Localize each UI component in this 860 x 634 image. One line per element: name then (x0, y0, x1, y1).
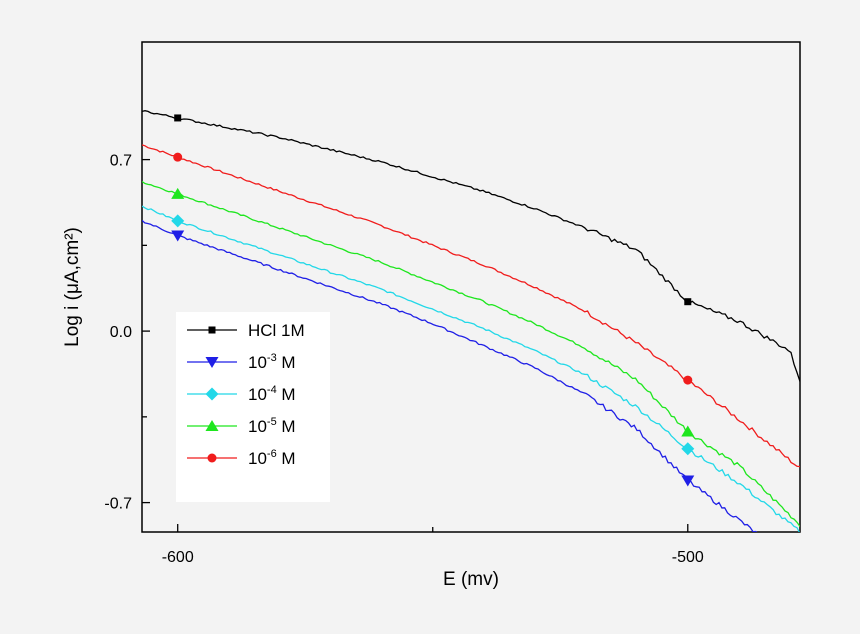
legend-unit: M (277, 449, 296, 468)
legend-unit: M (277, 417, 296, 436)
x-axis: -600 -500 (162, 524, 704, 566)
y-axis-title: Log i (μA,cm²) (62, 227, 83, 347)
series-marker (171, 214, 185, 228)
legend-marker (207, 453, 217, 463)
legend-exponent: -5 (267, 416, 277, 428)
series-line (142, 219, 758, 532)
legend-exponent: -3 (267, 352, 277, 364)
y-tick-label: -0.7 (104, 496, 132, 513)
x-tick-label: -600 (162, 549, 194, 566)
legend-label: 10-4 M (248, 384, 296, 404)
legend-box (176, 312, 330, 502)
series-marker (681, 442, 695, 456)
series-marker (171, 230, 185, 242)
y-tick-label: 0.0 (110, 324, 132, 341)
legend-exponent: -4 (267, 384, 277, 396)
series-marker (684, 298, 692, 306)
x-axis-title: E (mv) (443, 569, 499, 590)
series-layer (142, 110, 800, 532)
legend-label: 10-5 M (248, 416, 296, 436)
x-tick-label: -500 (672, 549, 704, 566)
legend-unit: M (277, 385, 296, 404)
y-tick-label: 0.7 (110, 153, 132, 170)
legend-exponent: -6 (267, 448, 277, 460)
legend-label: 10-6 M (248, 448, 296, 468)
y-axis: -0.7 0.0 0.7 (104, 153, 150, 513)
legend-marker (208, 326, 216, 334)
legend-marker (205, 387, 219, 401)
legend-label: 10-3 M (248, 352, 296, 372)
legend-marker (205, 420, 219, 431)
series-marker (171, 187, 185, 199)
plot-frame (141, 41, 801, 533)
legend-label: HCl 1M (248, 321, 305, 340)
series-marker (174, 114, 182, 122)
series-marker (681, 425, 695, 437)
series-marker (173, 152, 183, 162)
legend-marker (205, 357, 219, 368)
series-marker (683, 375, 693, 385)
legend-unit: M (277, 353, 296, 372)
legend: HCl 1M 10-3 M 10-4 M 10-5 M 10-6 M (176, 312, 330, 502)
series-marker (681, 475, 695, 487)
